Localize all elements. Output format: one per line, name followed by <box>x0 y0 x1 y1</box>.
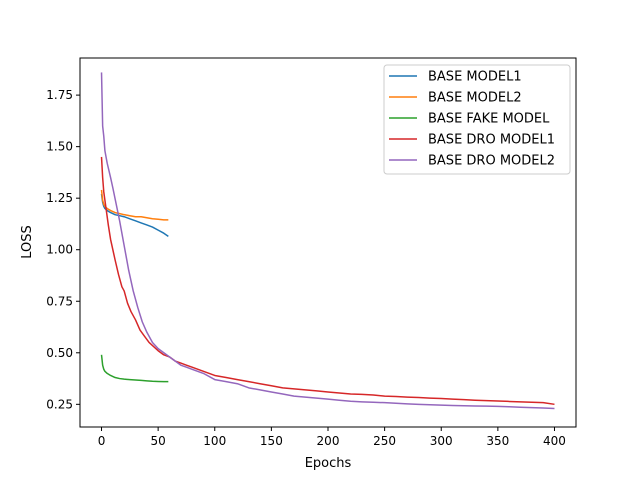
y-tick-label: 1.75 <box>46 88 73 102</box>
y-tick-label: 0.50 <box>46 346 73 360</box>
x-tick-label: 350 <box>486 434 509 448</box>
legend-label: BASE MODEL2 <box>428 91 522 106</box>
y-tick-label: 0.25 <box>46 397 73 411</box>
legend-label: BASE DRO MODEL2 <box>428 154 555 169</box>
legend-box <box>383 64 571 175</box>
legend-label: BASE DRO MODEL1 <box>428 133 555 148</box>
x-axis-ticks: 0 50 100 150 200 250 300 350 400 <box>98 427 566 448</box>
series-layer <box>100 72 555 410</box>
y-tick-label: 1.25 <box>46 191 73 205</box>
y-axis-ticks: 0.25 0.50 0.75 1.00 1.25 1.50 1.75 <box>46 88 80 411</box>
legend-label: BASE MODEL1 <box>428 70 522 85</box>
y-tick-label: 1.00 <box>46 243 73 257</box>
series-line-4 <box>100 156 555 406</box>
x-tick-label: 400 <box>543 434 566 448</box>
x-tick-label: 300 <box>430 434 453 448</box>
x-tick-label: 50 <box>150 434 165 448</box>
series-line-5 <box>100 72 555 410</box>
y-axis-label: LOSS <box>20 225 35 259</box>
legend: BASE MODEL1 BASE MODEL2 BASE FAKE MODEL BAS… <box>383 64 571 175</box>
x-axis-label: Epochs <box>305 456 352 471</box>
y-tick-label: 1.50 <box>46 140 73 154</box>
legend-label: BASE FAKE MODEL <box>428 112 550 127</box>
series-line-2 <box>100 189 169 221</box>
x-tick-label: 100 <box>203 434 226 448</box>
y-tick-label: 0.75 <box>46 294 73 308</box>
x-tick-label: 200 <box>317 434 340 448</box>
x-tick-label: 0 <box>98 434 106 448</box>
x-tick-label: 150 <box>260 434 283 448</box>
x-tick-label: 250 <box>373 434 396 448</box>
series-line-1 <box>100 193 169 237</box>
series-line-3 <box>100 354 169 383</box>
